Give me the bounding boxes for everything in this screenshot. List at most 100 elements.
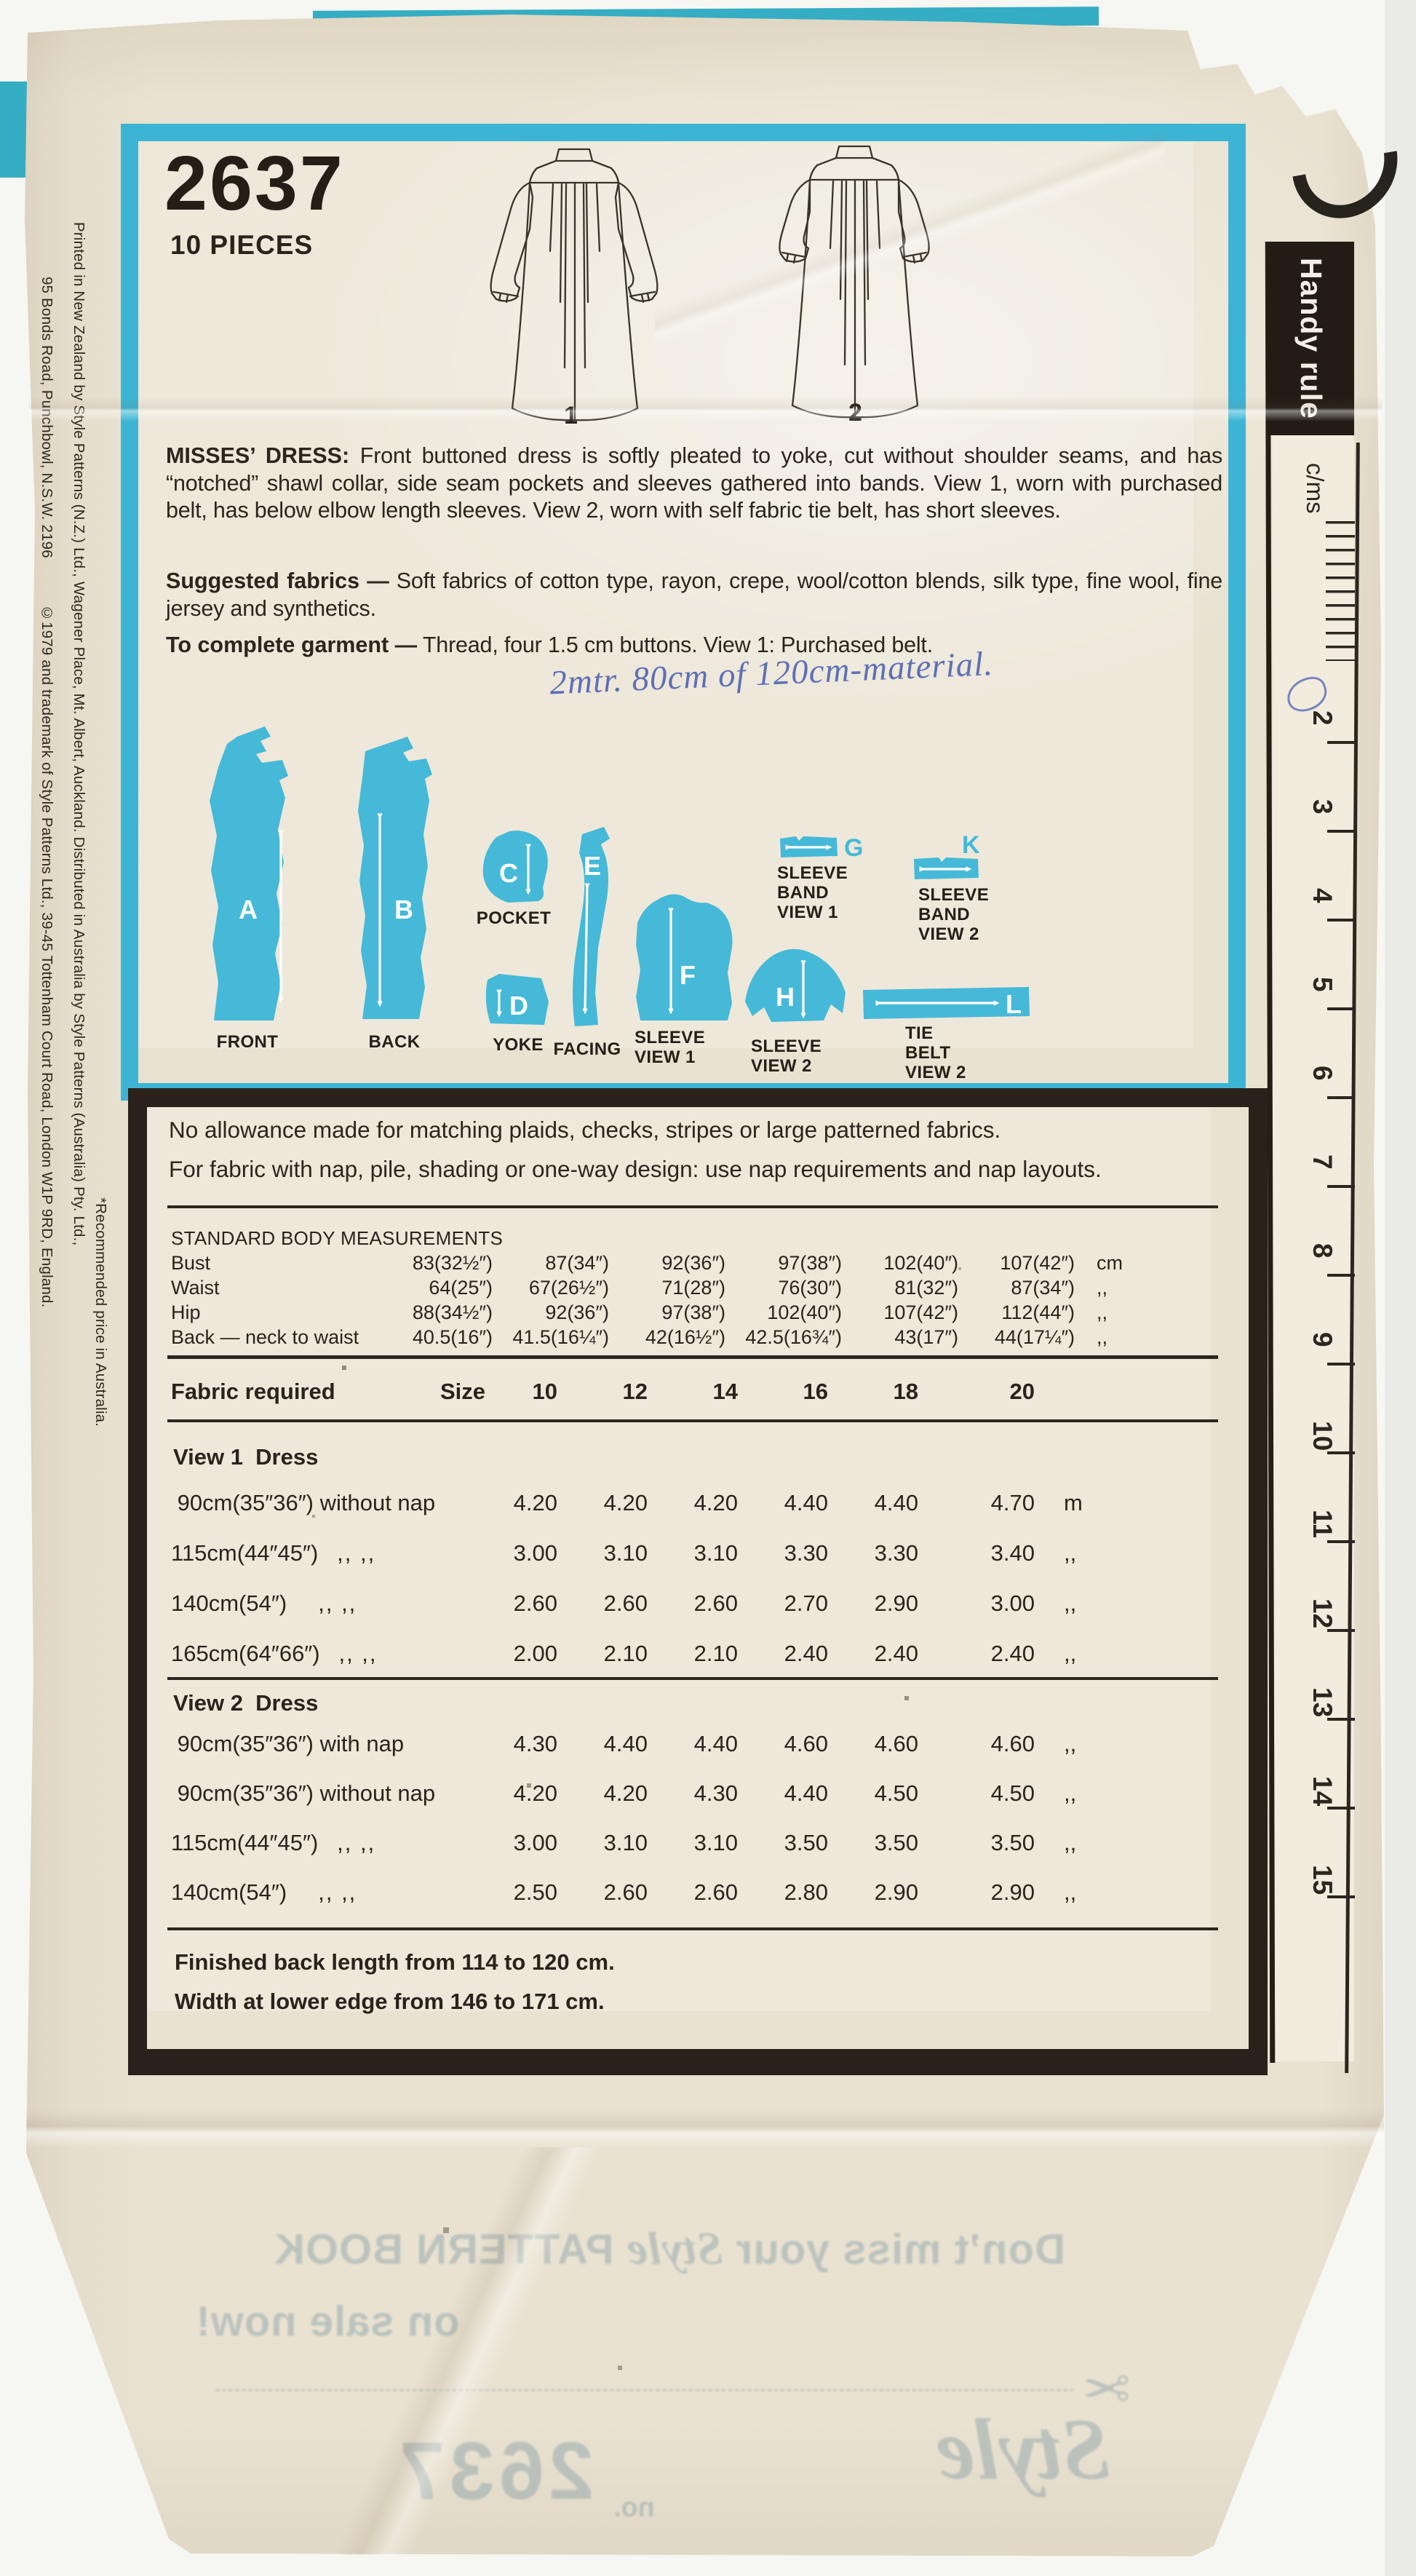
caption-pocket: POCKET — [476, 908, 552, 928]
piece-l-letter: L — [1006, 989, 1022, 1019]
ruler-number: 12 — [1308, 1598, 1337, 1629]
handy-rule-title-box: Handy rule — [1268, 242, 1354, 435]
ruler-mm-ticks — [1326, 521, 1355, 661]
complete-body: Thread, four 1.5 cm buttons. View 1: Pur… — [417, 633, 933, 657]
printed-in-nz-text: Printed in New Zealand by Style Patterns… — [71, 222, 87, 1246]
showthrough-no-label: no. — [613, 2492, 655, 2523]
fabric-row: 90cm(35″36″) without nap 4.20 4.20 4.20 4.4… — [177, 1489, 1083, 1515]
ruler-number: 2 — [1308, 710, 1337, 726]
piece-g-letter: G — [844, 834, 863, 862]
address-copyright-text: 95 Bonds Road, Punchbowl, N.S.W. 2196 ©19… — [38, 277, 55, 2067]
piece-f-letter: F — [680, 960, 696, 990]
piece-f-shape — [636, 894, 733, 1021]
handy-rule-unit: c/ms — [1302, 463, 1329, 514]
ruler-tick — [1327, 830, 1355, 833]
ruler-tick — [1327, 919, 1355, 922]
finished-back-length: Finished back length from 114 to 120 cm. — [175, 1949, 615, 1975]
scanner-edge-strip — [1385, 0, 1416, 2576]
piece-h-letter: H — [776, 982, 795, 1012]
ruler-number: 11 — [1308, 1510, 1337, 1539]
table-interior — [147, 1107, 1211, 2011]
pattern-number: 2637 — [164, 140, 345, 226]
showthrough-pattern-number: 2637 — [394, 2425, 594, 2516]
caption-sleeve-view1: SLEEVE VIEW 1 — [635, 1028, 706, 1067]
handy-rule-title: Handy rule — [1294, 258, 1328, 419]
ruler-tick — [1327, 741, 1355, 744]
pattern-pieces-diagram: A B C D E F G K H L — [210, 726, 1030, 1026]
copyright-text: ©1979 and trademark of Style Patterns Lt… — [39, 604, 55, 1308]
piece-a-shape — [210, 726, 288, 1021]
ruler-tick — [1327, 1807, 1355, 1810]
divider-heavy — [167, 1355, 1218, 1359]
measurement-row: Waist 64(25″) 67(26½″) 71(28″) 76(30″) 81(32″… — [171, 1277, 1108, 1299]
fabric-table-header: Fabric required Size 10 12 14 16 18 20 — [171, 1379, 1035, 1404]
pieces-count: 10 PIECES — [170, 230, 314, 260]
fabric-row: 140cm(54″) ,, ,, 2.60 2.60 2.60 2.70 2.90 3.0… — [171, 1590, 1077, 1616]
measurements-table: Bust 83(32½″) 87(34″) 92(36″) 97(38″) 102(40″… — [171, 1252, 1222, 1351]
measurement-row: Back — neck to waist 40.5(16″) 41.5(16¼″) 4… — [171, 1326, 1108, 1348]
ruler-tick — [1327, 1096, 1355, 1099]
fabric-row: 140cm(54″) ,, ,, 2.50 2.60 2.60 2.80 2.90 2.9… — [171, 1879, 1077, 1905]
piece-c-letter: C — [499, 858, 518, 888]
view2-rows: 90cm(35″36″) with nap 4.30 4.40 4.40 4.60 4.… — [171, 1719, 1222, 1917]
yardage-table-frame — [128, 1088, 1268, 2075]
ruler-tick — [1327, 1895, 1355, 1898]
ruler-number: 4 — [1308, 888, 1337, 903]
dress-view2-sketch — [779, 145, 930, 419]
divider — [167, 1677, 1218, 1680]
view2-title: View 2 Dress — [173, 1690, 319, 1716]
ruler-number: 7 — [1308, 1154, 1337, 1170]
ruler-number: 13 — [1308, 1687, 1337, 1718]
piece-a-letter: A — [239, 895, 258, 924]
garment-description: MISSES’ DRESS: Front buttoned dress is s… — [166, 443, 1222, 525]
to-complete-garment: To complete garment — Thread, four 1.5 c… — [166, 632, 1222, 659]
piece-c-shape — [482, 831, 548, 903]
ruler-number: 3 — [1308, 799, 1337, 815]
ruler-tick — [1327, 1363, 1355, 1366]
view1-rows: 90cm(35″36″) without nap 4.20 4.20 4.20 4.4… — [171, 1478, 1222, 1679]
fabric-required-label: Fabric required — [171, 1379, 335, 1404]
caption-facing: FACING — [553, 1039, 621, 1059]
caption-yoke: YOKE — [493, 1035, 544, 1055]
bonds-road-address: 95 Bonds Road, Punchbowl, N.S.W. 2196 — [39, 277, 55, 558]
divider — [167, 1419, 1218, 1422]
size-label: Size — [440, 1379, 486, 1404]
ruler-number: 6 — [1308, 1066, 1337, 1081]
piece-k-letter: K — [962, 831, 980, 859]
ruler-tick — [1327, 1718, 1355, 1721]
piece-e-letter: E — [584, 851, 601, 881]
measurement-row: Hip 88(34½″) 92(36″) 97(38″) 102(40″) 107(42″… — [171, 1301, 1108, 1323]
paper-specks — [0, 0, 1, 1]
piece-h-shape — [745, 948, 846, 1022]
view1-title: View 1 Dress — [173, 1444, 319, 1470]
caption-back: BACK — [368, 1032, 421, 1052]
piece-b-shape — [358, 737, 432, 1019]
style-logo: Style — [936, 2401, 1110, 2497]
complete-lead: To complete garment — — [166, 633, 418, 657]
description-body: Front buttoned dress is softly pleated t… — [166, 443, 1222, 523]
dress-views-illustration — [490, 145, 930, 421]
ruler-tick — [1327, 1007, 1355, 1010]
divider — [167, 1927, 1218, 1930]
cut-line — [215, 2389, 1074, 2391]
suggested-fabrics: Suggested fabrics — Soft fabrics of cott… — [166, 568, 1222, 622]
ruler-tick — [1327, 1451, 1355, 1454]
dress-view1-sketch — [490, 148, 659, 421]
ruler-tick — [1327, 1185, 1355, 1188]
ruler-number: 8 — [1308, 1243, 1337, 1259]
piece-b-letter: B — [394, 895, 413, 924]
fabric-row: 115cm(44″45″) ,, ,, 3.00 3.10 3.10 3.50 3.50… — [171, 1830, 1077, 1855]
fabric-row: 115cm(44″45″) ,, ,, 3.00 3.10 3.10 3.30 3.30… — [171, 1539, 1077, 1566]
width-lower-edge: Width at lower edge from 146 to 171 cm. — [175, 1989, 605, 2014]
ruler-number: 15 — [1308, 1865, 1337, 1895]
divider — [167, 1205, 1218, 1208]
nap-notice: For fabric with nap, pile, shading or on… — [169, 1156, 1102, 1182]
ruler-number: 9 — [1308, 1332, 1337, 1347]
view1-figure-label: 1 — [564, 402, 578, 429]
view2-figure-label: 2 — [848, 399, 862, 427]
fabric-row: 90cm(35″36″) without nap 4.20 4.20 4.30 4.4… — [177, 1780, 1077, 1806]
fabrics-lead: Suggested fabrics — — [166, 568, 389, 593]
fabrics-body: Soft fabrics of cotton type, rayon, crep… — [166, 568, 1222, 621]
